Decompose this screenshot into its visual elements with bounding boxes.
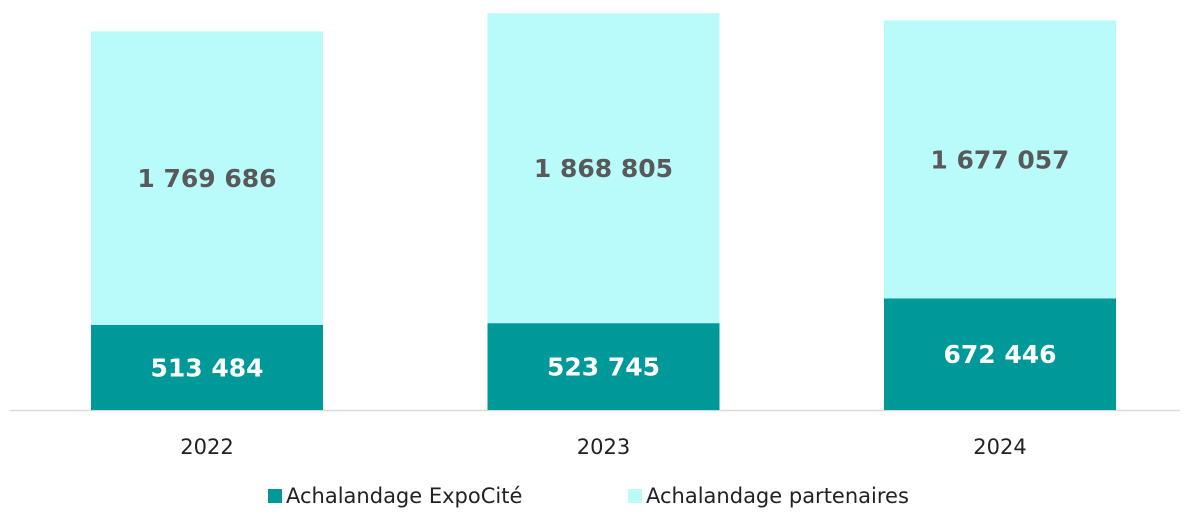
bar-segment	[884, 298, 1116, 410]
bar-segment	[91, 31, 323, 325]
legend-label: Achalandage ExpoCité	[286, 484, 522, 508]
legend-swatch	[268, 489, 282, 503]
x-tick-label: 2023	[577, 435, 630, 459]
x-tick-label: 2024	[973, 435, 1026, 459]
data-label: 1 769 686	[137, 164, 276, 193]
bar-segment	[884, 20, 1116, 299]
bar-segment	[487, 13, 720, 324]
data-label: 523 745	[547, 353, 660, 382]
x-tick-label: 2022	[180, 435, 233, 459]
bar-segment	[91, 324, 323, 410]
data-label: 1 868 805	[534, 154, 673, 183]
data-label: 1 677 057	[930, 145, 1069, 174]
legend-swatch	[628, 489, 642, 503]
data-label: 672 446	[943, 340, 1056, 369]
data-label: 513 484	[150, 353, 263, 382]
bar-segment	[487, 323, 720, 410]
legend-label: Achalandage partenaires	[646, 484, 909, 508]
